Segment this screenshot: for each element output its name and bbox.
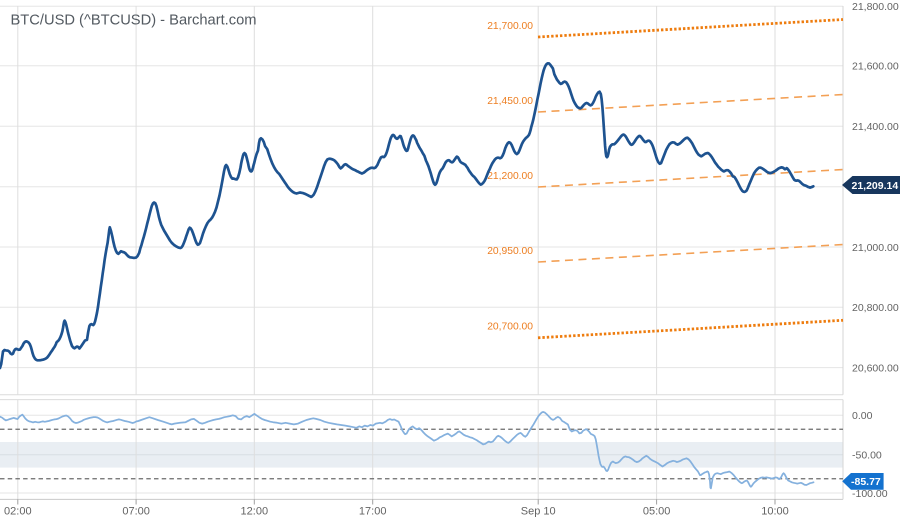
svg-text:20,800.00: 20,800.00 [852,302,899,314]
svg-text:Sep 10: Sep 10 [521,506,556,518]
svg-text:BTC/USD (^BTCUSD) - Barchart.c: BTC/USD (^BTCUSD) - Barchart.com [11,13,257,29]
svg-text:21,200.00: 21,200.00 [487,171,533,182]
svg-text:20,700.00: 20,700.00 [487,322,533,333]
svg-text:21,000.00: 21,000.00 [852,242,899,254]
svg-text:02:00: 02:00 [4,506,32,518]
svg-text:21,400.00: 21,400.00 [852,121,899,133]
svg-text:21,600.00: 21,600.00 [852,61,899,73]
svg-text:-100.00: -100.00 [852,488,888,500]
svg-text:21,450.00: 21,450.00 [487,96,533,107]
svg-text:12:00: 12:00 [241,506,269,518]
svg-text:0.00: 0.00 [852,410,873,422]
svg-text:20,600.00: 20,600.00 [852,362,899,374]
svg-text:07:00: 07:00 [122,506,150,518]
svg-text:-85.77: -85.77 [851,476,881,488]
svg-text:17:00: 17:00 [359,506,387,518]
svg-text:21,800.00: 21,800.00 [852,1,899,13]
svg-text:-50.00: -50.00 [852,450,882,462]
svg-text:10:00: 10:00 [761,506,789,518]
svg-text:21,700.00: 21,700.00 [487,21,533,32]
svg-text:05:00: 05:00 [643,506,671,518]
svg-text:21,209.14: 21,209.14 [852,180,899,192]
svg-text:20,950.00: 20,950.00 [487,246,533,257]
